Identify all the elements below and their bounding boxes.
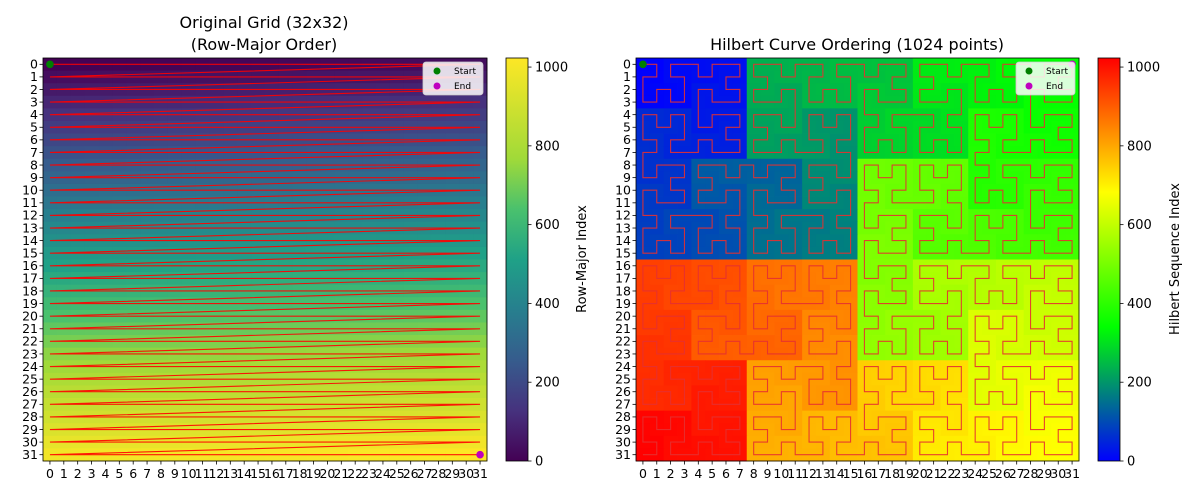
chart-title-right: Hilbert Curve Ordering (1024 points) — [710, 35, 1004, 54]
legend-start-marker — [434, 68, 441, 75]
colorbar-tick-label: 800 — [535, 139, 560, 154]
legend-left: Start End — [423, 62, 483, 95]
colorbar-label-right: Hilbert Sequence Index — [1168, 183, 1183, 335]
legend-end-marker — [434, 83, 441, 90]
colorbar-tick-label: 1000 — [535, 61, 568, 76]
panel-row-major: Original Grid (32x32) (Row-Major Order) … — [22, 13, 590, 481]
x-tick-label: 4 — [694, 466, 702, 481]
colorbar-right: 0 200 400 600 800 1000 Hilbert Sequence Index — [1098, 58, 1183, 470]
start-marker — [639, 61, 647, 69]
x-tick-label: 3 — [88, 466, 96, 481]
colorbar-tick-label: 1000 — [1127, 61, 1160, 76]
x-tick-label: 0 — [46, 466, 54, 481]
x-tick-label: 5 — [708, 466, 716, 481]
x-tick-label: 31 — [472, 466, 488, 481]
x-tick-label: 0 — [639, 466, 647, 481]
heatmap-hilbert — [636, 58, 1079, 461]
x-tick-label: 2 — [667, 466, 675, 481]
x-tick-label: 4 — [101, 466, 109, 481]
x-tick-label: 7 — [736, 466, 744, 481]
y-tick-label: 31 — [22, 447, 38, 462]
x-tick-label: 5 — [115, 466, 123, 481]
y-axis-ticks-left: 0123456789101112131415161718192021222324… — [22, 57, 43, 462]
colorbar-ticks-right: 0 200 400 600 800 1000 — [1120, 61, 1160, 470]
legend-end-label: End — [454, 82, 471, 92]
legend-start-label: Start — [454, 67, 476, 77]
legend-right: Start End — [1016, 62, 1075, 95]
start-marker — [46, 61, 54, 69]
colorbar-tick-label: 200 — [535, 376, 560, 391]
x-tick-label: 1 — [60, 466, 68, 481]
colorbar-gradient-right — [1098, 58, 1120, 461]
colorbar-ticks-left: 0 200 400 600 800 1000 — [528, 61, 568, 470]
legend-end-marker — [1026, 83, 1033, 90]
x-axis-ticks-left: 0 1 2 3 4 5 6 7 8 9 101112131415161718192021222324… — [46, 461, 488, 481]
y-tick-label: 31 — [615, 447, 631, 462]
x-tick-label: 8 — [157, 466, 165, 481]
colorbar-tick-label: 0 — [1127, 455, 1135, 470]
x-tick-label: 6 — [722, 466, 730, 481]
x-axis-ticks-right: 0 1 2 3 4 5 6 7 8 9 101112131415161718192021222324… — [639, 461, 1080, 481]
colorbar-tick-label: 400 — [535, 297, 560, 312]
x-tick-label: 6 — [129, 466, 137, 481]
legend-end-label: End — [1046, 82, 1063, 92]
x-tick-label: 7 — [143, 466, 151, 481]
colorbar-tick-label: 200 — [1127, 376, 1152, 391]
x-tick-label: 31 — [1064, 466, 1080, 481]
colorbar-tick-label: 0 — [535, 455, 543, 470]
colorbar-gradient-left — [506, 58, 528, 461]
colorbar-label-left: Row-Major Index — [575, 205, 590, 313]
legend-start-marker — [1026, 68, 1033, 75]
x-tick-label: 2 — [74, 466, 82, 481]
y-axis-ticks-right: 0123456789101112131415161718192021222324… — [615, 57, 636, 462]
colorbar-tick-label: 600 — [535, 218, 560, 233]
x-tick-label: 1 — [653, 466, 661, 481]
chart-title-left: Original Grid (32x32) — [179, 13, 348, 32]
legend-start-label: Start — [1046, 67, 1068, 77]
chart-subtitle-left: (Row-Major Order) — [191, 35, 338, 54]
end-marker — [476, 451, 484, 459]
x-tick-label: 3 — [680, 466, 688, 481]
x-tick-label: 9 — [171, 466, 179, 481]
x-tick-label: 8 — [750, 466, 758, 481]
colorbar-tick-label: 400 — [1127, 297, 1152, 312]
colorbar-tick-label: 800 — [1127, 139, 1152, 154]
colorbar-left: 0 200 400 600 800 1000 Row-Major Index — [506, 58, 590, 470]
colorbar-tick-label: 600 — [1127, 218, 1152, 233]
x-tick-label: 9 — [764, 466, 772, 481]
